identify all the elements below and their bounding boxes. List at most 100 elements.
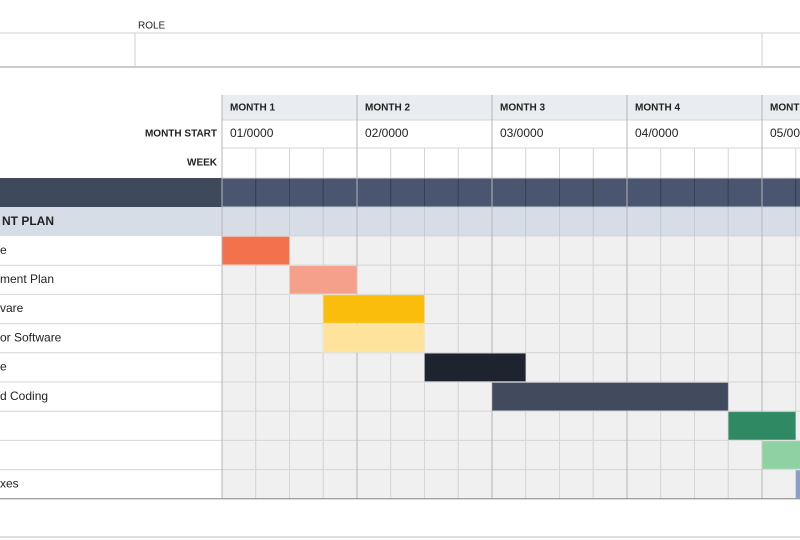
cell bbox=[289, 235, 324, 266]
month-label: MONTH 3 bbox=[500, 103, 545, 114]
cell bbox=[660, 323, 695, 354]
month-start: 03/0000 bbox=[500, 126, 544, 140]
cell bbox=[491, 469, 527, 500]
section-cell bbox=[390, 206, 425, 237]
cell bbox=[255, 469, 290, 500]
cell bbox=[592, 235, 628, 266]
cell bbox=[761, 323, 797, 354]
dark-cell bbox=[761, 177, 797, 208]
section-cell bbox=[626, 206, 662, 237]
dark-cell bbox=[795, 177, 800, 208]
cell bbox=[795, 323, 800, 354]
cell bbox=[525, 323, 560, 354]
cell bbox=[221, 439, 257, 471]
cell bbox=[289, 381, 324, 412]
month-label: MONTH 4 bbox=[635, 103, 680, 114]
cell bbox=[660, 410, 695, 441]
cell bbox=[795, 381, 800, 412]
section-cell bbox=[491, 206, 527, 237]
cell bbox=[694, 439, 729, 471]
section-cell bbox=[795, 206, 800, 237]
cell bbox=[491, 264, 527, 295]
cell bbox=[255, 381, 290, 412]
month-label: MONTH 1 bbox=[230, 103, 275, 114]
cell bbox=[559, 235, 594, 266]
cell bbox=[795, 293, 800, 325]
section-cell bbox=[592, 206, 628, 237]
cell bbox=[694, 264, 729, 295]
dark-cell bbox=[694, 177, 729, 208]
cell bbox=[322, 469, 358, 500]
cell bbox=[525, 439, 560, 471]
cell bbox=[221, 381, 257, 412]
cell bbox=[424, 264, 459, 295]
cell bbox=[727, 323, 763, 354]
task-label: e bbox=[0, 243, 7, 257]
cell bbox=[221, 323, 257, 354]
cell bbox=[255, 264, 290, 295]
cell bbox=[322, 410, 358, 441]
cell bbox=[424, 469, 459, 500]
week-label: WEEK bbox=[187, 158, 218, 169]
cell bbox=[457, 469, 493, 500]
cell bbox=[221, 352, 257, 383]
cell bbox=[491, 235, 527, 266]
task-bar bbox=[322, 294, 425, 324]
task-label: d Coding bbox=[0, 389, 48, 403]
cell bbox=[559, 264, 594, 295]
cell bbox=[727, 235, 763, 266]
cell bbox=[525, 469, 560, 500]
section-cell bbox=[660, 206, 695, 237]
task-label: ment Plan bbox=[0, 272, 54, 286]
cell bbox=[795, 410, 800, 441]
cell bbox=[727, 381, 763, 412]
task-label: xes bbox=[0, 476, 19, 490]
section-cell bbox=[289, 206, 324, 237]
cell bbox=[491, 293, 527, 325]
dark-cell bbox=[559, 177, 594, 208]
cell bbox=[795, 235, 800, 266]
dark-cell bbox=[525, 177, 560, 208]
cell bbox=[491, 410, 527, 441]
cell bbox=[660, 469, 695, 500]
cell bbox=[356, 469, 392, 500]
cell bbox=[289, 469, 324, 500]
cell bbox=[289, 323, 324, 354]
cell bbox=[694, 293, 729, 325]
cell bbox=[559, 352, 594, 383]
cell bbox=[390, 469, 425, 500]
dark-cell bbox=[457, 177, 493, 208]
cell bbox=[626, 439, 662, 471]
cell bbox=[289, 293, 324, 325]
section-cell bbox=[559, 206, 594, 237]
cell bbox=[525, 293, 560, 325]
cell bbox=[727, 264, 763, 295]
section-cell bbox=[221, 206, 257, 237]
cell bbox=[592, 410, 628, 441]
cell bbox=[424, 381, 459, 412]
dark-cell bbox=[491, 177, 527, 208]
section-cell bbox=[525, 206, 560, 237]
cell bbox=[322, 439, 358, 471]
month-label: MONTH 5 bbox=[770, 103, 800, 114]
dark-cell bbox=[626, 177, 662, 208]
cell bbox=[626, 410, 662, 441]
section-cell bbox=[322, 206, 358, 237]
cell bbox=[559, 469, 594, 500]
month-start: 04/0000 bbox=[635, 126, 679, 140]
cell bbox=[221, 410, 257, 441]
cell bbox=[390, 264, 425, 295]
task-bar bbox=[424, 352, 527, 382]
cell bbox=[424, 235, 459, 266]
cell bbox=[356, 381, 392, 412]
cell bbox=[255, 293, 290, 325]
cell bbox=[390, 410, 425, 441]
cell bbox=[356, 410, 392, 441]
cell bbox=[322, 352, 358, 383]
cell bbox=[795, 352, 800, 383]
dark-cell bbox=[390, 177, 425, 208]
cell bbox=[694, 235, 729, 266]
dark-cell bbox=[660, 177, 695, 208]
month-start-label: MONTH START bbox=[145, 129, 217, 140]
